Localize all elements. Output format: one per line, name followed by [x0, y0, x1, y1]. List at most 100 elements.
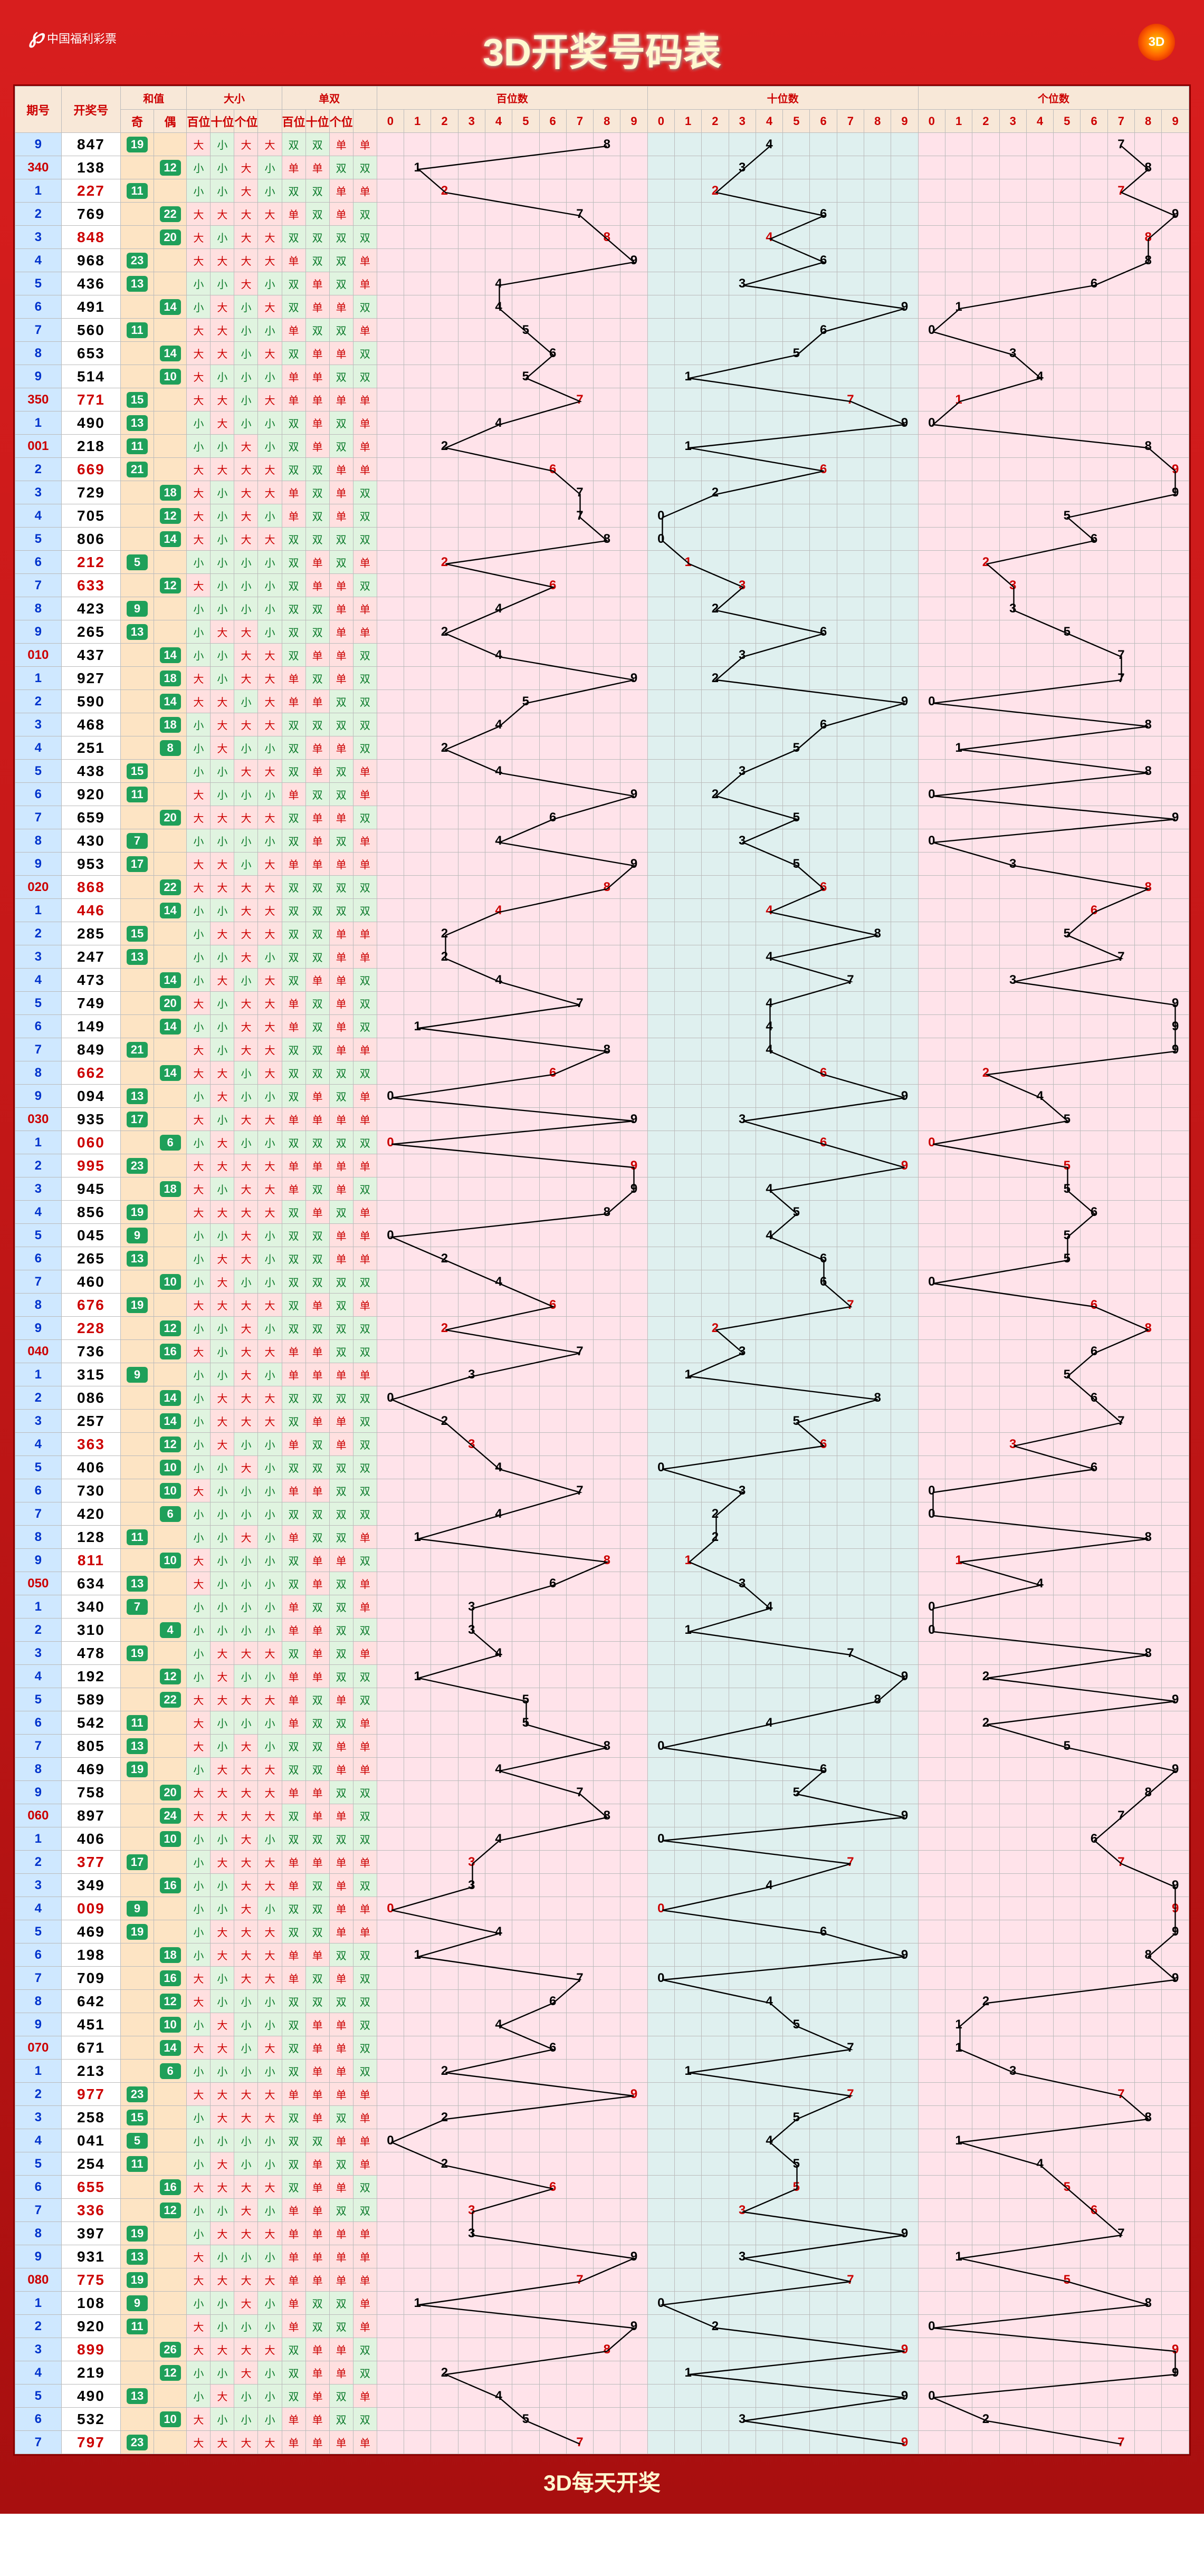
- parity-cell: 双: [282, 1920, 305, 1943]
- table-row: 02086822大大大大双双双双868: [15, 876, 1189, 899]
- number-cell: 490: [61, 411, 121, 435]
- trend-cell: [1081, 2245, 1107, 2268]
- parity-cell: 双: [282, 969, 305, 992]
- trend-cell: [891, 876, 918, 899]
- size-cell: 大: [234, 806, 258, 829]
- trend-cell: [999, 272, 1026, 295]
- parity-cell: 单: [353, 411, 377, 435]
- trend-cell: 2: [972, 551, 999, 574]
- trend-cell: [512, 1061, 539, 1085]
- parity-cell: 双: [305, 249, 329, 272]
- parity-cell: 双: [282, 1386, 305, 1410]
- trend-cell: 9: [891, 2338, 918, 2361]
- trend-cell: [566, 528, 593, 551]
- trend-cell: [566, 1247, 593, 1270]
- trend-cell: [674, 156, 701, 179]
- trend-cell: [512, 2385, 539, 2408]
- trend-cell: 0: [918, 2315, 945, 2338]
- trend-cell: 3: [999, 1433, 1026, 1456]
- trend-cell: [810, 1363, 837, 1386]
- trend-cell: [539, 1108, 566, 1131]
- trend-cell: [458, 1085, 485, 1108]
- trend-cell: [674, 1201, 701, 1224]
- trend-cell: 8: [864, 922, 891, 945]
- trend-cell: [485, 1131, 512, 1154]
- size-cell: 小: [187, 1386, 211, 1410]
- trend-cell: [810, 2129, 837, 2152]
- trend-cell: 3: [729, 156, 756, 179]
- period-cell: 1: [15, 899, 62, 922]
- trend-cell: [891, 1572, 918, 1595]
- parity-cell: 双: [329, 2199, 353, 2222]
- parity-cell: 双: [282, 458, 305, 481]
- parity-cell: 单: [353, 760, 377, 783]
- trend-cell: [404, 1619, 431, 1642]
- trend-cell: [1081, 1943, 1107, 1967]
- trend-cell: [377, 411, 404, 435]
- trend-cell: 7: [566, 1340, 593, 1363]
- trend-cell: [431, 1131, 458, 1154]
- trend-cell: [566, 1131, 593, 1154]
- trend-cell: 5: [1054, 1247, 1081, 1270]
- size-cell: 小: [187, 1502, 211, 1526]
- sum-even-cell: [154, 2268, 187, 2292]
- parity-cell: 双: [353, 2338, 377, 2361]
- parity-cell: 双: [353, 2060, 377, 2083]
- trend-cell: [810, 853, 837, 876]
- sum-even-cell: 14: [154, 644, 187, 667]
- trend-cell: [1026, 481, 1053, 504]
- parity-cell: 单: [353, 1294, 377, 1317]
- trend-cell: [1135, 1201, 1162, 1224]
- trend-cell: [431, 1990, 458, 2013]
- size-cell: 大: [234, 272, 258, 295]
- sum-odd-cell: 7: [121, 1595, 154, 1619]
- number-cell: 730: [61, 1479, 121, 1502]
- parity-cell: 单: [305, 365, 329, 388]
- trend-cell: [1081, 133, 1107, 156]
- trend-cell: [1081, 1688, 1107, 1711]
- trend-cell: 7: [566, 388, 593, 411]
- trend-cell: [431, 644, 458, 667]
- trend-cell: [810, 388, 837, 411]
- trend-cell: [512, 783, 539, 806]
- size-cell: 小: [187, 1851, 211, 1874]
- size-cell: 小: [187, 272, 211, 295]
- trend-cell: [837, 1410, 864, 1433]
- parity-cell: 双: [282, 945, 305, 969]
- trend-cell: [647, 2176, 674, 2199]
- trend-cell: [999, 156, 1026, 179]
- trend-cell: [1162, 272, 1189, 295]
- size-cell: 大: [258, 2268, 282, 2292]
- trend-cell: 4: [756, 899, 782, 922]
- trend-cell: [756, 1851, 782, 1874]
- parity-cell: 双: [282, 2013, 305, 2036]
- trend-cell: [674, 481, 701, 504]
- trend-cell: [756, 504, 782, 528]
- trend-cell: [620, 272, 647, 295]
- trend-cell: [1162, 2292, 1189, 2315]
- parity-cell: 单: [353, 1247, 377, 1270]
- trend-cell: [1026, 2083, 1053, 2106]
- size-cell: 大: [234, 1201, 258, 1224]
- trend-cell: [647, 2013, 674, 2036]
- trend-cell: [620, 1711, 647, 1735]
- trend-cell: 2: [431, 620, 458, 644]
- period-cell: 9: [15, 853, 62, 876]
- trend-cell: [756, 1317, 782, 1340]
- hdr-trend-o: 个位数: [918, 87, 1189, 110]
- parity-cell: 单: [282, 2268, 305, 2292]
- trend-cell: [837, 1781, 864, 1804]
- trend-cell: [1107, 1642, 1134, 1665]
- trend-cell: [729, 1851, 756, 1874]
- table-row: 540610小小大小双双双双406: [15, 1456, 1189, 1479]
- trend-cell: [431, 504, 458, 528]
- size-cell: 大: [211, 1758, 234, 1781]
- trend-cell: [1107, 1874, 1134, 1897]
- trend-cell: [972, 1085, 999, 1108]
- trend-cell: [1054, 1874, 1081, 1897]
- trend-cell: [702, 1619, 729, 1642]
- trend-cell: [1135, 806, 1162, 829]
- trend-cell: [810, 597, 837, 620]
- size-cell: 大: [187, 1038, 211, 1061]
- trend-cell: [674, 1920, 701, 1943]
